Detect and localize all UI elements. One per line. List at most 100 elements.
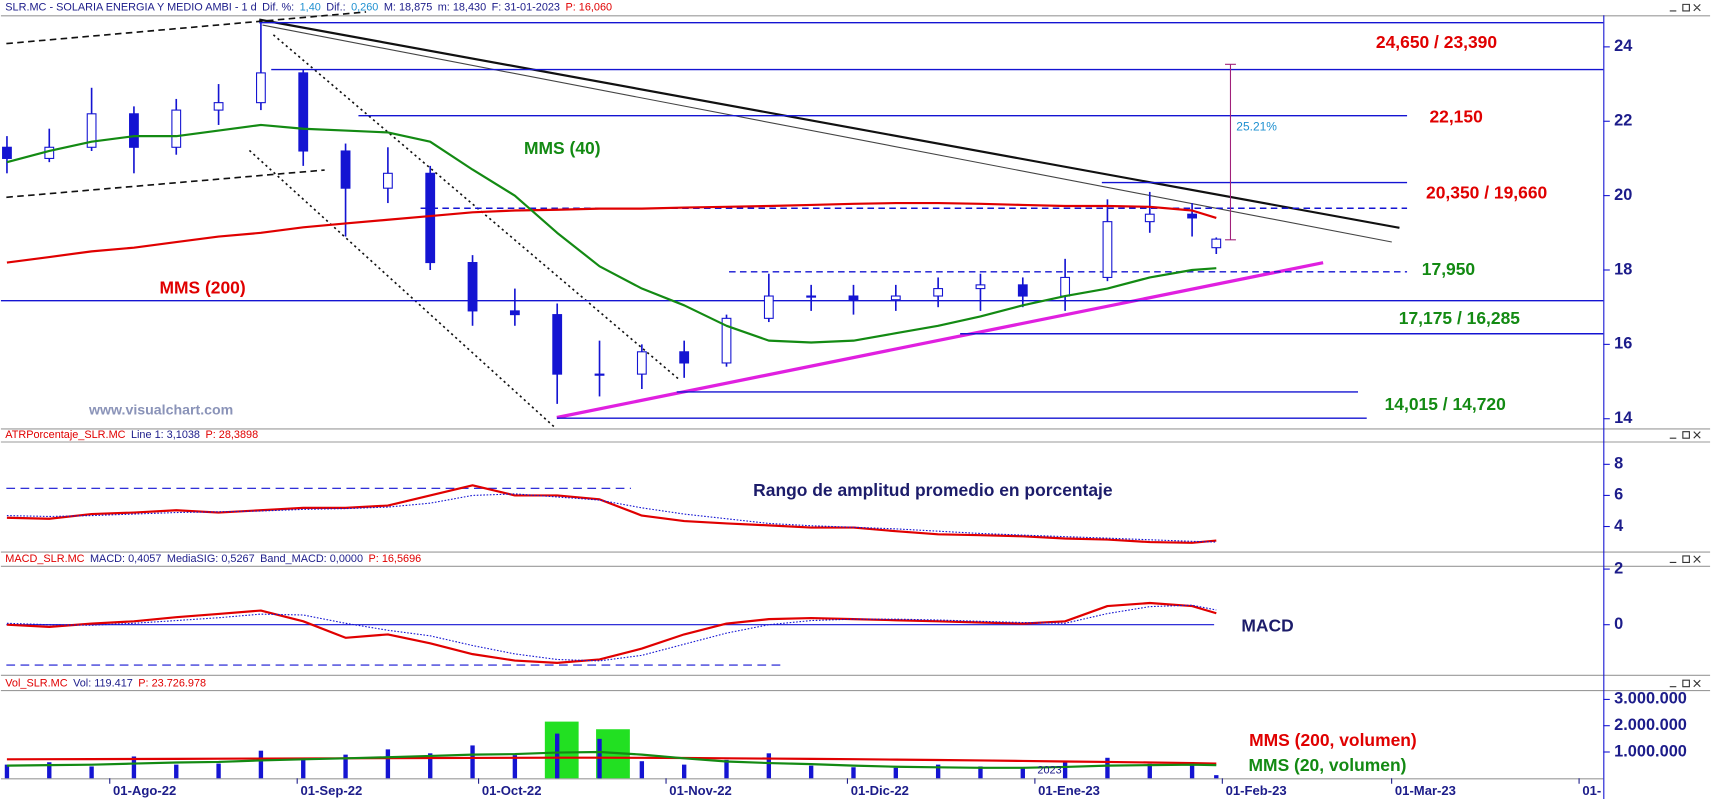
header-item: MACD: 0,4057: [90, 553, 161, 565]
x-tick-label: 01-Feb-23: [1226, 783, 1287, 798]
volume-bar: [216, 763, 221, 779]
panel-header: SLR.MC - SOLARIA ENERGIA Y MEDIO AMBI - …: [5, 2, 612, 14]
y-tick-label: 8: [1614, 455, 1623, 473]
series-line: [6, 601, 1217, 664]
series-line: [6, 750, 1217, 769]
candle-body: [594, 373, 605, 376]
candle-body: [763, 295, 774, 319]
volume-bar: [343, 754, 348, 779]
candle-body: [1211, 238, 1222, 249]
candle-body: [679, 351, 690, 364]
series-line: [6, 604, 1217, 662]
header-item: m: 18,430: [438, 2, 486, 14]
level-label: 14,015 / 14,720: [1385, 394, 1506, 414]
level-label: 22,150: [1429, 106, 1482, 126]
header-item: 0,260: [351, 2, 378, 14]
header-item: Line 1: 3,1038: [131, 429, 200, 441]
window-buttons[interactable]: [1669, 555, 1701, 564]
series-line: [6, 756, 1217, 765]
highlight: [544, 721, 579, 779]
window-controls[interactable]: [1669, 3, 1701, 688]
level-label: 17,175 / 16,285: [1399, 308, 1521, 328]
header-item: P: 28,3898: [205, 429, 258, 441]
channel-line: [6, 11, 367, 45]
candle-body: [552, 314, 563, 375]
volume-bar: [512, 755, 518, 779]
x-tick-label: 01-Oct-22: [482, 783, 542, 798]
x-tick-label: 01-Dic-22: [851, 783, 909, 798]
channel-line: [6, 169, 325, 199]
level-label: 24,650 / 23,390: [1376, 32, 1497, 52]
level-label: 17,950: [1422, 259, 1475, 279]
y-tick-label: 24: [1614, 37, 1632, 55]
volume-bar: [174, 764, 179, 779]
volume-bar: [893, 767, 898, 779]
panel-header: MACD_SLR.MC MACD: 0,4057 MediaSIG: 0,5267 B…: [5, 553, 421, 565]
volume-bar: [724, 759, 729, 779]
x-tick-label: 01-: [1582, 783, 1601, 798]
candle-body: [806, 295, 817, 298]
panel-frames: [0, 15, 1711, 780]
y-tick-label: 0: [1614, 615, 1623, 633]
candle-body: [1102, 221, 1113, 278]
candle-body: [129, 113, 139, 148]
volume-bar: [1147, 763, 1152, 779]
window-buttons[interactable]: [1669, 3, 1701, 12]
header-item: Vol_SLR.MC: [5, 677, 67, 689]
y-tick-label: 16: [1614, 335, 1632, 353]
y-tick-label: 18: [1614, 260, 1632, 278]
volume-bar: [935, 764, 941, 779]
header-item: 1,40: [300, 2, 321, 14]
x-tick-label: 01-Mar-23: [1395, 783, 1456, 798]
series-label: MMS (20, volumen): [1249, 755, 1407, 775]
candle-body: [848, 295, 859, 301]
candle-body: [298, 72, 309, 152]
series-line: [6, 493, 1217, 543]
header-item: Band_MACD: 0,0000: [260, 553, 363, 565]
candle-body: [2, 146, 12, 159]
candle-body: [1017, 284, 1028, 297]
window-buttons[interactable]: [1669, 679, 1701, 688]
series-label: MMS (200): [159, 277, 245, 297]
volume-bar: [1062, 762, 1068, 779]
series-line: [6, 123, 1217, 344]
header-item: ATRPorcentaje_SLR.MC: [5, 429, 125, 441]
year-label: 2023: [1037, 765, 1061, 777]
window-buttons[interactable]: [1669, 431, 1701, 439]
candle-body: [975, 284, 986, 290]
panel-header: ATRPorcentaje_SLR.MC Line 1: 3,1038 P: 28,…: [5, 429, 258, 441]
volume-bar: [1020, 768, 1025, 779]
x-tick-label: 01-Ago-22: [113, 783, 176, 798]
volume-bar: [385, 749, 391, 779]
trendline: [259, 18, 1400, 229]
y-tick-label: 3.000.000: [1614, 690, 1687, 708]
watermark: www.visualchart.com: [88, 403, 233, 419]
series-label: MMS (40): [524, 138, 601, 158]
trendline: [262, 24, 1392, 243]
candle-body: [721, 317, 732, 364]
candle-body: [256, 72, 266, 104]
y-tick-label: 20: [1614, 186, 1632, 204]
series-line: [6, 484, 1217, 544]
header-item: MediaSIG: 0,5267: [167, 553, 255, 565]
candle-body: [636, 351, 647, 375]
y-tick-label: 2.000.000: [1614, 716, 1687, 734]
header-item: P: 16,5696: [369, 553, 422, 565]
y-tick-label: 6: [1614, 486, 1623, 504]
volume-bar: [978, 766, 983, 779]
channel-line: [272, 34, 680, 380]
header-item: Vol: 119.417: [73, 677, 133, 689]
annotation: Rango de amplitud promedio en porcentaje: [753, 480, 1113, 500]
volume-bar: [766, 753, 772, 779]
volume-bar: [1214, 775, 1219, 779]
volume-bar: [4, 764, 10, 779]
candle-body: [467, 262, 478, 312]
volume-bar: [301, 757, 306, 779]
header-item: MACD_SLR.MC: [5, 553, 84, 565]
volume-bar: [89, 766, 94, 779]
level-label: 20,350 / 19,660: [1426, 183, 1547, 203]
volume-bar: [808, 765, 814, 779]
series-label: MMS (200, volumen): [1249, 730, 1417, 750]
